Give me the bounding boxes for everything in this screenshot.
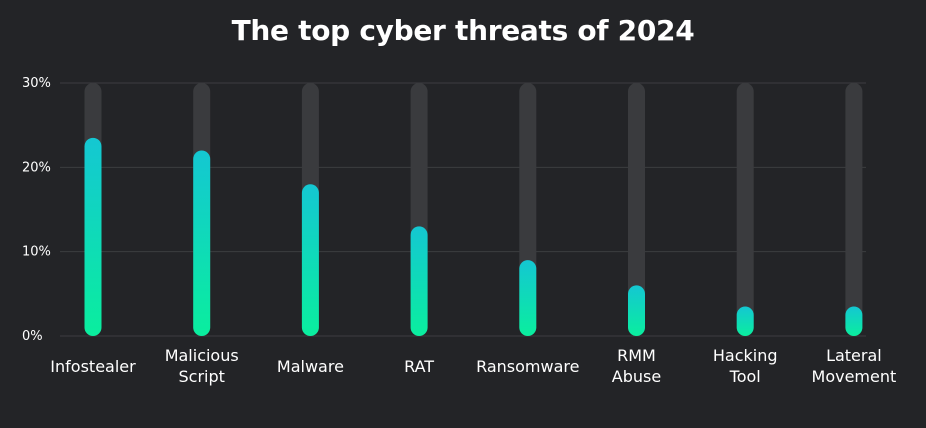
y-tick-label: 0% — [22, 329, 43, 344]
bar — [736, 306, 754, 336]
bars — [84, 137, 863, 336]
category-label: Infostealer — [50, 357, 136, 376]
y-tick-label: 20% — [22, 160, 51, 175]
category-label: Lateral Movement — [812, 346, 897, 386]
bar — [845, 306, 863, 336]
y-axis: 0% 10% 20% 30% — [22, 76, 51, 344]
category-label: RMM Abuse — [612, 346, 661, 386]
bar — [628, 285, 645, 336]
bar-track — [736, 83, 754, 336]
category-label: Ransomware — [476, 357, 579, 376]
bar — [301, 184, 319, 336]
category-label: Hacking Tool — [713, 346, 778, 386]
category-label: Malware — [277, 357, 344, 376]
bar-track — [628, 83, 645, 336]
bar — [410, 226, 428, 336]
bar — [193, 150, 211, 336]
chart-title: The top cyber threats of 2024 — [231, 14, 695, 47]
bar-track — [845, 83, 863, 336]
y-tick-label: 10% — [22, 245, 51, 260]
x-axis-labels: Infostealer Malicious Script Malware RAT Rans… — [50, 346, 896, 386]
category-label: RAT — [404, 357, 434, 376]
y-tick-label: 30% — [22, 76, 51, 91]
bar — [519, 260, 537, 336]
bar — [84, 137, 102, 336]
category-label: Malicious Script — [165, 346, 239, 386]
